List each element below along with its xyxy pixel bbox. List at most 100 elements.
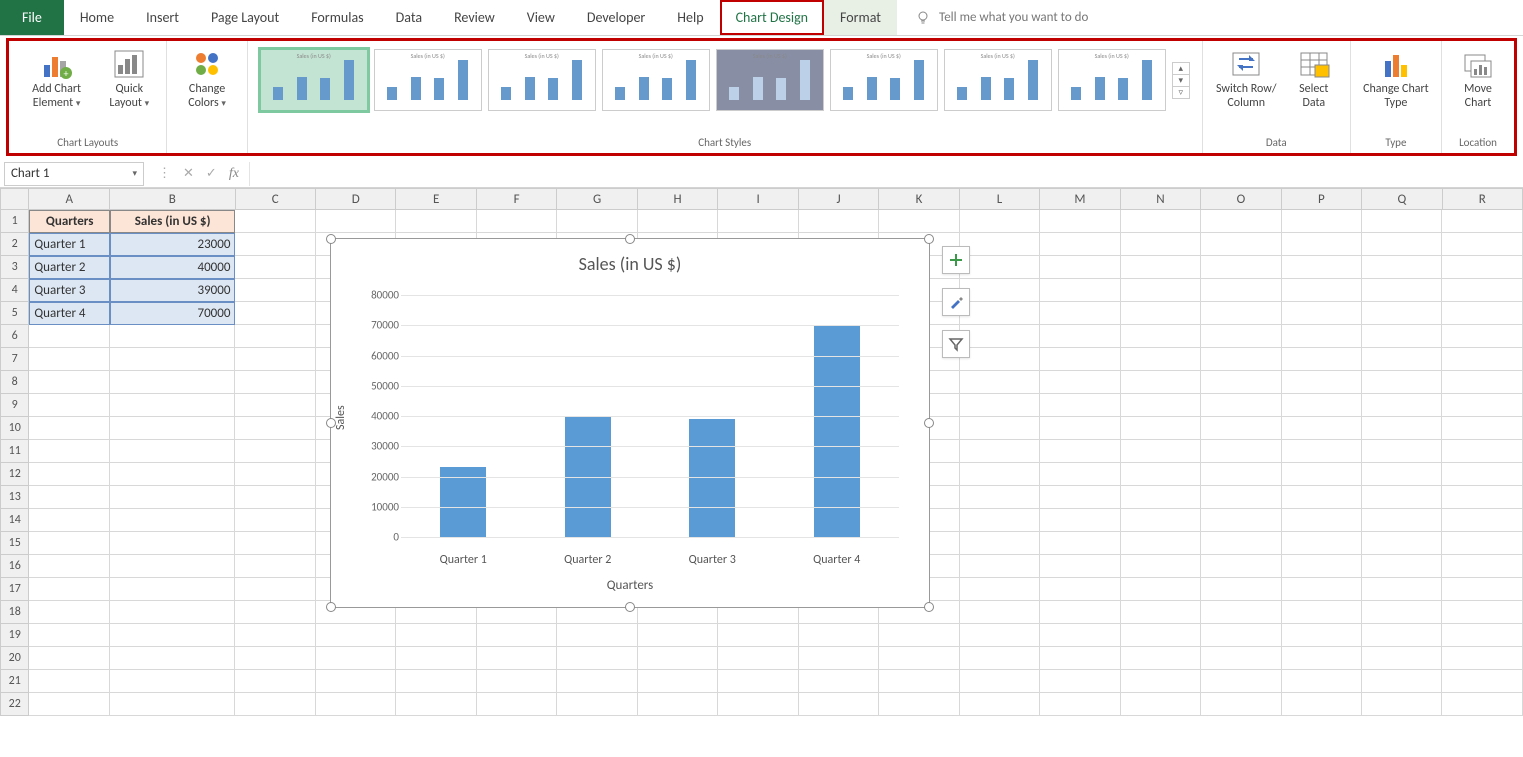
cell-Q2[interactable]	[1362, 233, 1442, 256]
column-header-L[interactable]: L	[960, 188, 1040, 210]
cell-B9[interactable]	[110, 394, 236, 417]
cell-O5[interactable]	[1201, 302, 1281, 325]
cell-N10[interactable]	[1121, 417, 1201, 440]
cell-L11[interactable]	[960, 440, 1040, 463]
cell-K22[interactable]	[879, 693, 959, 716]
cell-M5[interactable]	[1040, 302, 1120, 325]
cell-A8[interactable]	[29, 371, 109, 394]
cell-B6[interactable]	[110, 325, 236, 348]
cell-I19[interactable]	[718, 624, 798, 647]
cell-N1[interactable]	[1121, 210, 1201, 233]
cell-M8[interactable]	[1040, 371, 1120, 394]
cell-F1[interactable]	[477, 210, 557, 233]
cell-C12[interactable]	[235, 463, 315, 486]
row-header-7[interactable]: 7	[0, 348, 29, 371]
row-header-8[interactable]: 8	[0, 371, 29, 394]
chart-y-axis-label[interactable]: Sales	[334, 405, 348, 430]
cell-A7[interactable]	[29, 348, 109, 371]
cell-P16[interactable]	[1282, 555, 1362, 578]
chart-style-thumb-3[interactable]: Sales (in US $)	[488, 49, 596, 111]
cell-O3[interactable]	[1201, 256, 1281, 279]
cell-L7[interactable]	[960, 348, 1040, 371]
cell-C19[interactable]	[235, 624, 315, 647]
cell-A19[interactable]	[29, 624, 109, 647]
cell-A16[interactable]	[29, 555, 109, 578]
cell-R15[interactable]	[1442, 532, 1522, 555]
cell-Q16[interactable]	[1362, 555, 1442, 578]
cell-Q6[interactable]	[1362, 325, 1442, 348]
resize-handle-br[interactable]	[924, 602, 934, 612]
cell-F21[interactable]	[477, 670, 557, 693]
tab-file[interactable]: File	[0, 0, 64, 35]
cell-P13[interactable]	[1282, 486, 1362, 509]
chart-plot-area[interactable]	[401, 295, 899, 537]
cell-K1[interactable]	[879, 210, 959, 233]
cell-O20[interactable]	[1201, 647, 1281, 670]
cell-D1[interactable]	[316, 210, 396, 233]
cell-N7[interactable]	[1121, 348, 1201, 371]
cell-D20[interactable]	[316, 647, 396, 670]
cell-Q18[interactable]	[1362, 601, 1442, 624]
move-chart-button[interactable]: Move Chart	[1450, 45, 1506, 113]
cell-L20[interactable]	[960, 647, 1040, 670]
cell-C3[interactable]	[235, 256, 315, 279]
embedded-chart[interactable]: Sales (in US $) Sales 010000200003000040…	[330, 238, 930, 608]
cell-O14[interactable]	[1201, 509, 1281, 532]
cell-D22[interactable]	[316, 693, 396, 716]
cell-N18[interactable]	[1121, 601, 1201, 624]
name-box[interactable]: Chart 1 ▾	[4, 162, 144, 186]
tab-developer[interactable]: Developer	[571, 0, 661, 35]
cell-R3[interactable]	[1442, 256, 1522, 279]
cell-M2[interactable]	[1040, 233, 1120, 256]
cell-C11[interactable]	[235, 440, 315, 463]
cell-P18[interactable]	[1282, 601, 1362, 624]
cell-D19[interactable]	[316, 624, 396, 647]
cell-R18[interactable]	[1442, 601, 1522, 624]
chart-style-thumb-4[interactable]: Sales (in US $)	[602, 49, 710, 111]
cell-H20[interactable]	[638, 647, 718, 670]
cell-I20[interactable]	[718, 647, 798, 670]
cell-G22[interactable]	[557, 693, 637, 716]
cell-O22[interactable]	[1201, 693, 1281, 716]
row-header-18[interactable]: 18	[0, 601, 29, 624]
cell-B21[interactable]	[110, 670, 236, 693]
cell-P1[interactable]	[1282, 210, 1362, 233]
chart-style-thumb-1[interactable]: Sales (in US $)	[260, 49, 368, 111]
row-header-16[interactable]: 16	[0, 555, 29, 578]
cell-P6[interactable]	[1282, 325, 1362, 348]
cell-E1[interactable]	[396, 210, 476, 233]
cell-Q19[interactable]	[1362, 624, 1442, 647]
cell-N9[interactable]	[1121, 394, 1201, 417]
cell-C8[interactable]	[235, 371, 315, 394]
cell-Q22[interactable]	[1362, 693, 1442, 716]
cell-R12[interactable]	[1442, 463, 1522, 486]
column-header-B[interactable]: B	[110, 188, 236, 210]
column-header-A[interactable]: A	[29, 188, 109, 210]
cell-K21[interactable]	[879, 670, 959, 693]
cell-M22[interactable]	[1040, 693, 1120, 716]
add-chart-element-button[interactable]: + Add Chart Element ▾	[17, 45, 96, 113]
cell-C16[interactable]	[235, 555, 315, 578]
cell-O11[interactable]	[1201, 440, 1281, 463]
cell-L12[interactable]	[960, 463, 1040, 486]
cell-P19[interactable]	[1282, 624, 1362, 647]
chart-style-thumb-7[interactable]: Sales (in US $)	[944, 49, 1052, 111]
resize-handle-tl[interactable]	[326, 234, 336, 244]
cell-C14[interactable]	[235, 509, 315, 532]
name-box-dropdown-icon[interactable]: ▾	[132, 168, 137, 179]
change-colors-button[interactable]: Change Colors ▾	[175, 45, 238, 113]
cell-I1[interactable]	[718, 210, 798, 233]
cell-P8[interactable]	[1282, 371, 1362, 394]
cell-H22[interactable]	[638, 693, 718, 716]
cell-M1[interactable]	[1040, 210, 1120, 233]
cell-N3[interactable]	[1121, 256, 1201, 279]
row-header-14[interactable]: 14	[0, 509, 29, 532]
cell-M19[interactable]	[1040, 624, 1120, 647]
cell-E19[interactable]	[396, 624, 476, 647]
cell-B5[interactable]: 70000	[110, 302, 236, 325]
cell-M17[interactable]	[1040, 578, 1120, 601]
chart-style-thumb-5[interactable]: Sales (in US $)	[716, 49, 824, 111]
column-header-D[interactable]: D	[316, 188, 396, 210]
cell-L6[interactable]	[960, 325, 1040, 348]
cell-P7[interactable]	[1282, 348, 1362, 371]
